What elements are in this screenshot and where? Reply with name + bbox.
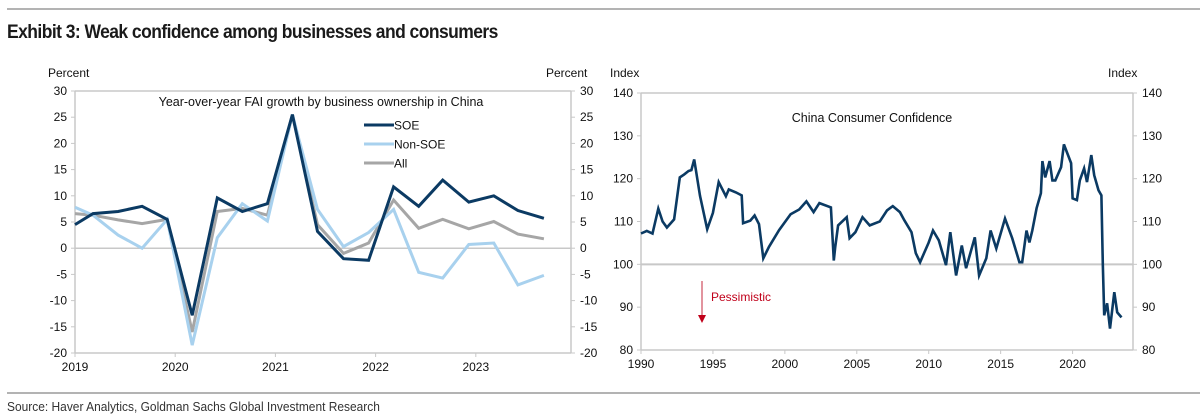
x-tick-label: 2015: [987, 357, 1014, 371]
chart-title: China Consumer Confidence: [792, 111, 953, 125]
x-tick-label: 1995: [700, 357, 727, 371]
y-tick-label-right: 20: [580, 136, 594, 150]
chart-title: Year-over-year FAI growth by business ow…: [159, 95, 484, 109]
x-tick-label: 2000: [772, 357, 799, 371]
legend-item-soe: SOE: [364, 119, 419, 133]
y-tick-label-left: 25: [54, 110, 68, 124]
y-tick-label-right: -20: [580, 346, 598, 360]
x-tick-label: 2021: [262, 360, 289, 374]
y-tick-label-left: 15: [54, 163, 68, 177]
arrowhead-icon: [698, 315, 706, 323]
y-tick-label-right: 100: [1142, 257, 1162, 271]
y-tick-label-right: 80: [1142, 343, 1156, 357]
y-tick-label-left: 0: [60, 241, 67, 255]
y-tick-label-left: 5: [60, 215, 67, 229]
series-line-all: [74, 114, 545, 333]
y-tick-label-right: 25: [580, 110, 594, 124]
series-line-china-consumer-confidence: [640, 143, 1123, 329]
x-tick-label: 2020: [162, 360, 189, 374]
x-tick-label: 2020: [1059, 357, 1086, 371]
x-tick-label: 2010: [915, 357, 942, 371]
y-tick-label-right: 140: [1142, 86, 1162, 100]
y-tick-label-left: 90: [620, 300, 634, 314]
series-line-soe: [74, 114, 545, 316]
y-tick-label-right: 120: [1142, 172, 1162, 186]
legend-item-all: All: [364, 157, 407, 171]
y-tick-label-right: 110: [1142, 215, 1161, 229]
y-tick-label-right: 15: [580, 163, 594, 177]
legend-label: SOE: [394, 119, 419, 133]
legend-label: All: [394, 157, 407, 171]
x-tick-label: 2005: [843, 357, 870, 371]
bottom-divider: [7, 392, 1200, 394]
fai-growth-chart: Percent Percent Year-over-year FAI growt…: [48, 66, 598, 374]
pessimistic-label: Pessimistic: [711, 290, 771, 304]
legend-item-non-soe: Non-SOE: [364, 138, 445, 152]
y-tick-label-left: 100: [613, 257, 633, 271]
y-tick-label-left: 10: [54, 189, 68, 203]
y-tick-label-right: 90: [1142, 300, 1156, 314]
x-tick-label: 2019: [62, 360, 89, 374]
y-tick-label-right: -15: [580, 320, 598, 334]
x-tick-label: 2022: [362, 360, 389, 374]
x-tick-label: 2023: [462, 360, 489, 374]
y-tick-label-left: 130: [613, 129, 633, 143]
y-tick-label-left: -15: [50, 320, 68, 334]
source-note: Source: Haver Analytics, Goldman Sachs G…: [7, 399, 380, 414]
y-tick-label-right: 130: [1142, 129, 1162, 143]
exhibit-title: Exhibit 3: Weak confidence among busines…: [7, 22, 498, 43]
y-tick-label-left: -5: [56, 267, 67, 281]
y-tick-label-left: 110: [614, 215, 633, 229]
x-tick-label: 1990: [628, 357, 655, 371]
y-tick-label-left: 120: [613, 172, 633, 186]
y-tick-label-left: 30: [54, 84, 68, 98]
pessimistic-annotation: Pessimistic: [698, 281, 771, 323]
y-tick-label-right: -10: [580, 294, 598, 308]
y-tick-label-left: -20: [50, 346, 68, 360]
y-tick-label-left: 20: [54, 136, 68, 150]
y-tick-label-right: 10: [580, 189, 594, 203]
y-tick-label-left: -10: [50, 294, 68, 308]
right-y-unit-label: Percent: [546, 66, 588, 80]
left-y-unit-label: Index: [610, 66, 639, 80]
legend-label: Non-SOE: [394, 138, 445, 152]
y-tick-label-right: 30: [580, 84, 594, 98]
y-tick-label-right: -5: [580, 267, 591, 281]
right-y-unit-label: Index: [1108, 66, 1137, 80]
y-tick-label-left: 80: [620, 343, 634, 357]
series-line-non-soe: [74, 114, 545, 346]
y-tick-label-left: 140: [613, 86, 633, 100]
y-tick-label-right: 5: [580, 215, 587, 229]
top-divider: [7, 8, 1200, 10]
left-y-unit-label: Percent: [48, 66, 90, 80]
y-tick-label-right: 0: [580, 241, 587, 255]
